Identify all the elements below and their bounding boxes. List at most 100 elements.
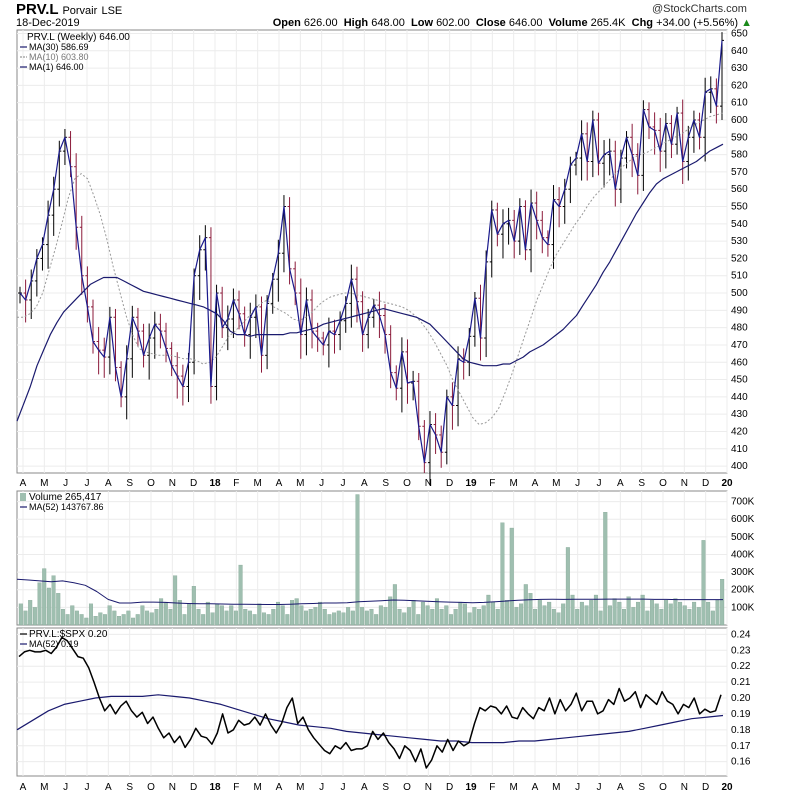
volume-bar xyxy=(519,603,524,626)
volume-bar xyxy=(673,598,678,626)
volume-bar xyxy=(570,594,575,626)
volume-bar xyxy=(32,607,37,626)
x-tick-label: 20 xyxy=(721,478,733,489)
volume-bar xyxy=(411,600,416,626)
price-legend-item: MA(1) 646.00 xyxy=(29,62,84,72)
x-tick-label: S xyxy=(382,782,389,793)
open-label: Open xyxy=(272,17,301,29)
volume-legend-title: Volume 265,417 xyxy=(29,492,102,503)
ratio-line xyxy=(18,636,722,769)
y-tick-label: 460 xyxy=(731,357,748,368)
y-tick-label: 0.21 xyxy=(731,677,751,688)
volume-bar xyxy=(271,608,276,626)
volume-bar xyxy=(112,610,117,626)
volume-bar xyxy=(621,608,626,626)
ticker-symbol: PRV.L xyxy=(16,1,59,18)
x-tick-label: J xyxy=(597,478,602,489)
x-tick-label: S xyxy=(638,478,645,489)
volume-label: Volume xyxy=(548,17,588,29)
x-tick-label: F xyxy=(489,478,495,489)
x-tick-label: F xyxy=(489,782,495,793)
volume-bar xyxy=(93,616,98,626)
x-tick-label: N xyxy=(169,478,176,489)
volume-bar xyxy=(678,601,683,626)
x-tick-label: D xyxy=(446,782,453,793)
y-tick-label: 540 xyxy=(731,219,748,230)
volume-bar xyxy=(79,614,84,626)
company-name: Porvair xyxy=(62,5,98,17)
x-tick-label: D xyxy=(190,782,197,793)
volume-bar xyxy=(402,612,407,626)
y-tick-label: 630 xyxy=(731,63,748,74)
volume-bar xyxy=(149,612,154,626)
volume-bar xyxy=(229,605,234,626)
volume-bar xyxy=(238,564,243,626)
volume-bar xyxy=(659,608,664,626)
chart-date: 18-Dec-2019 xyxy=(16,17,80,29)
chg-value: +34.00 (+5.56%) xyxy=(656,17,739,29)
x-tick-label: A xyxy=(532,782,539,793)
volume-bar xyxy=(383,607,388,626)
x-tick-label: J xyxy=(319,782,324,793)
x-tick-label: A xyxy=(20,478,27,489)
open-value: 626.00 xyxy=(303,17,338,29)
y-tick-label: 470 xyxy=(731,340,748,351)
volume-bar xyxy=(645,610,650,626)
y-tick-label: 480 xyxy=(731,323,748,334)
volume-bar xyxy=(463,603,467,626)
x-tick-label: O xyxy=(659,782,667,793)
x-tick-label: N xyxy=(425,782,432,793)
volume-bar xyxy=(425,605,430,626)
x-tick-label: S xyxy=(638,782,645,793)
volume-bar xyxy=(304,610,309,626)
volume-bar xyxy=(537,600,542,626)
volume-bar xyxy=(692,601,697,626)
x-tick-label: F xyxy=(233,478,239,489)
x-tick-label: A xyxy=(276,782,283,793)
x-tick-label: J xyxy=(85,478,90,489)
x-tick-label: 19 xyxy=(465,478,477,489)
volume-bar xyxy=(710,610,715,626)
x-tick-label: M xyxy=(296,782,304,793)
y-tick-label: 520 xyxy=(731,253,748,264)
volume-bar xyxy=(355,494,360,626)
volume-bar xyxy=(346,607,351,626)
y-tick-label: 490 xyxy=(731,305,748,316)
x-tick-label: A xyxy=(361,782,368,793)
volume-bar xyxy=(701,540,706,626)
y-tick-label: 0.17 xyxy=(731,741,751,752)
volume-bar xyxy=(654,603,659,626)
stockcharts-logo[interactable]: @StockCharts.com xyxy=(652,3,747,15)
y-tick-label: 300K xyxy=(731,567,755,578)
volume-bar xyxy=(509,527,514,626)
close-value: 646.00 xyxy=(508,17,543,29)
x-tick-label: D xyxy=(446,478,453,489)
volume-bar xyxy=(23,610,28,626)
x-tick-label: M xyxy=(509,478,517,489)
x-tick-label: A xyxy=(361,478,368,489)
volume-bar xyxy=(505,600,510,626)
volume-bar xyxy=(285,614,290,626)
volume-bar xyxy=(453,608,458,626)
x-tick-label: J xyxy=(575,782,580,793)
volume-bar xyxy=(121,614,126,626)
volume-bar xyxy=(631,607,636,626)
volume-bar xyxy=(224,610,229,626)
y-tick-label: 600 xyxy=(731,115,748,126)
x-tick-label: J xyxy=(319,478,324,489)
volume-bar xyxy=(37,582,42,626)
volume-bar xyxy=(420,601,425,626)
y-tick-label: 0.20 xyxy=(731,693,751,704)
volume-bar xyxy=(60,608,65,626)
volume-bar xyxy=(682,605,687,626)
y-tick-label: 0.18 xyxy=(731,725,751,736)
y-tick-label: 550 xyxy=(731,202,748,213)
x-tick-label: N xyxy=(425,478,432,489)
volume-bar xyxy=(308,608,313,626)
volume-bar xyxy=(720,579,725,626)
x-tick-label: O xyxy=(403,782,411,793)
volume-bar xyxy=(696,607,701,626)
price-legend-item: MA(30) 586.69 xyxy=(29,42,89,52)
volume-bar xyxy=(191,586,196,626)
